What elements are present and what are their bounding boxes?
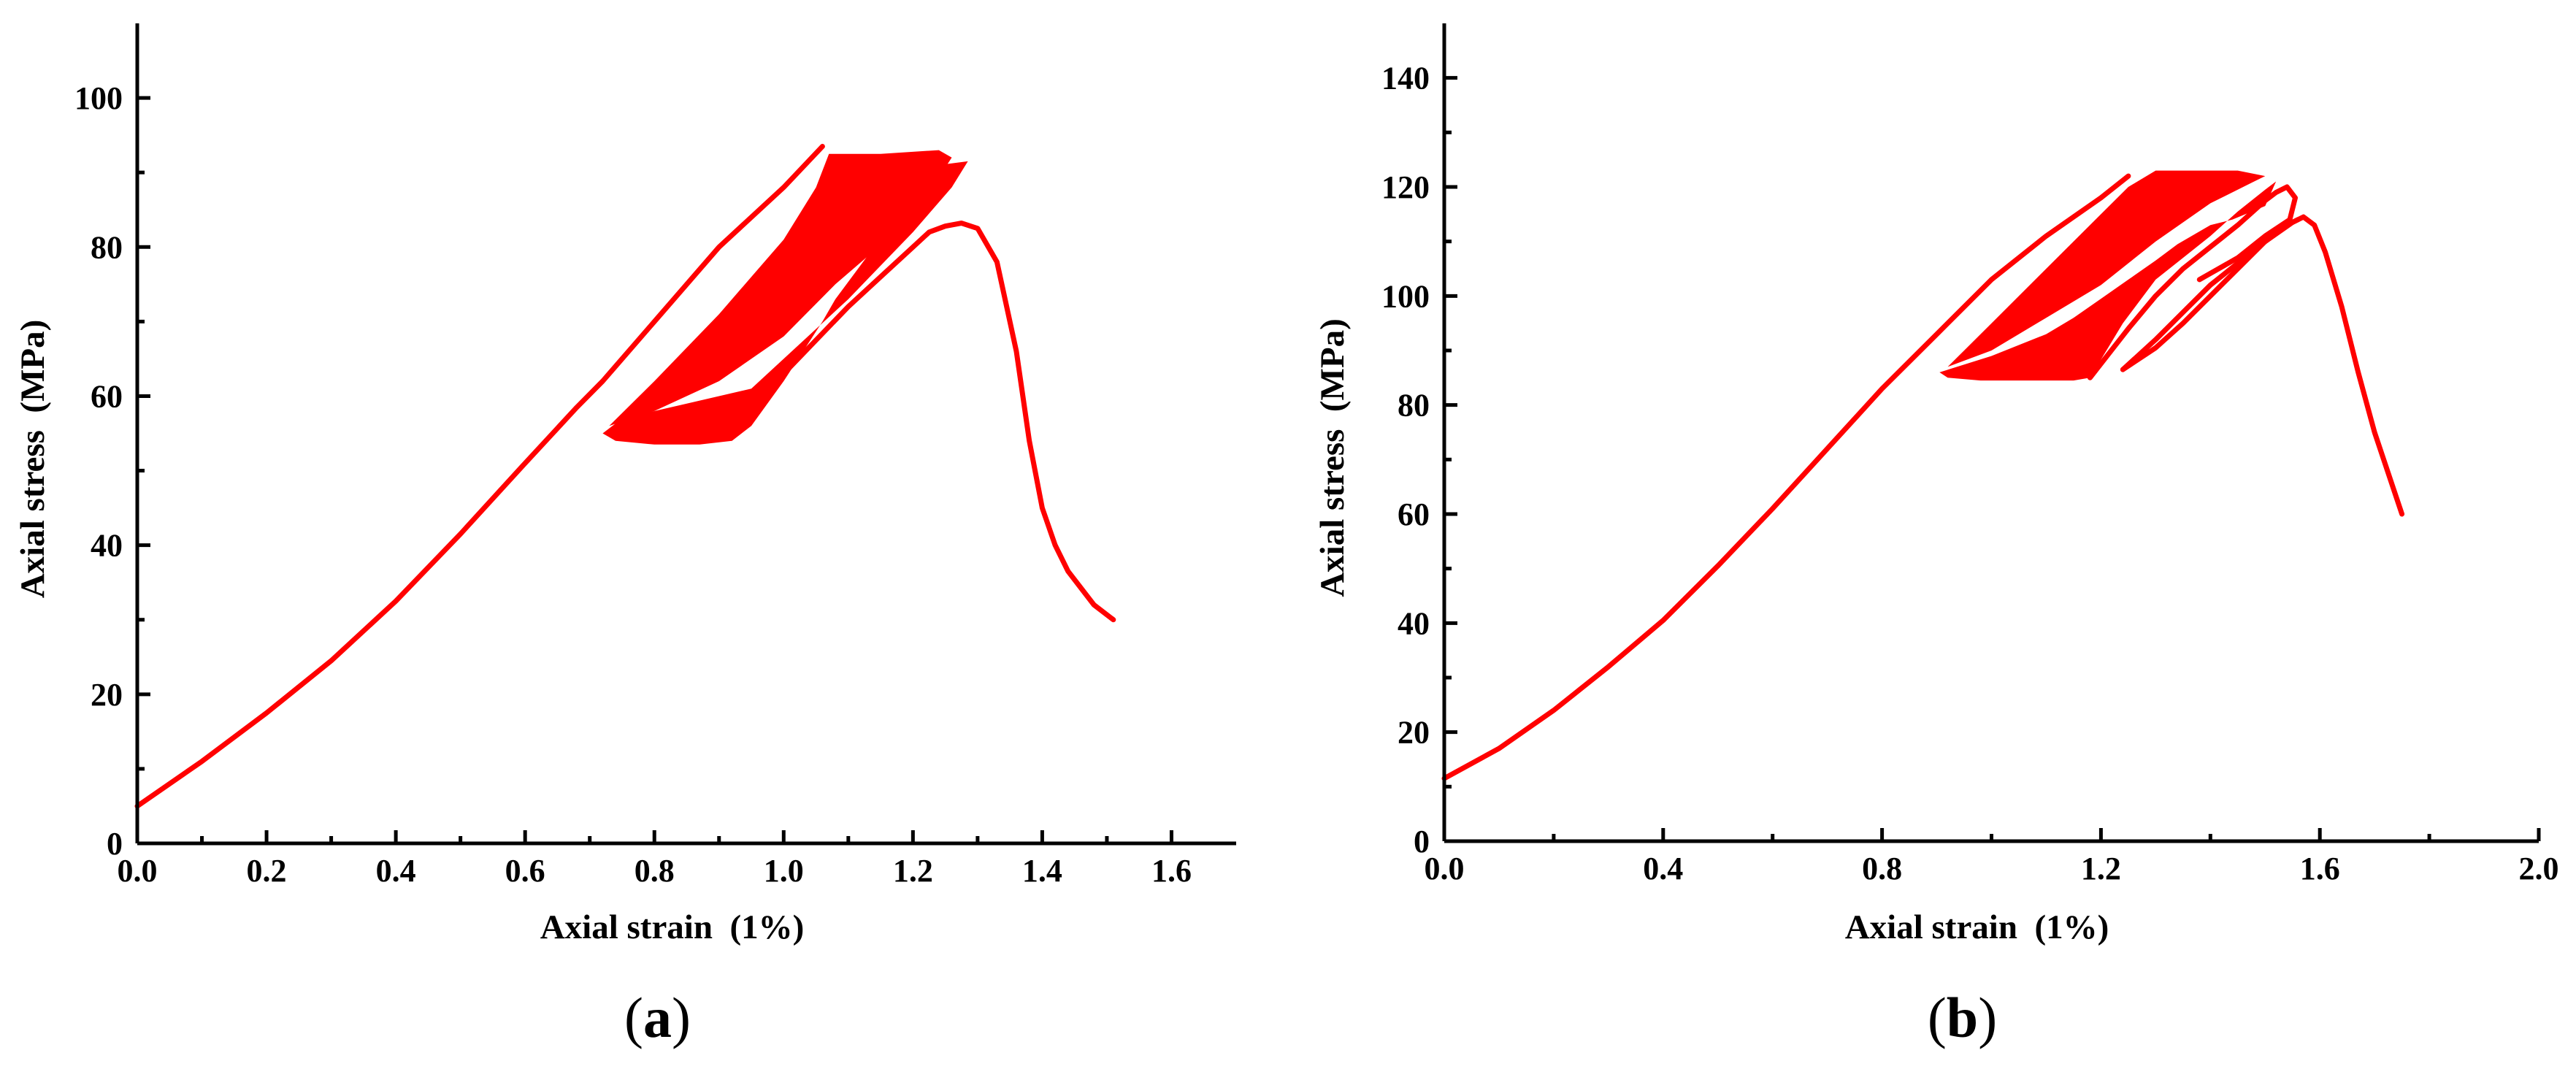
post-peak-curve-5	[2120, 214, 2405, 517]
x-tick-label: 1.6	[1151, 853, 1192, 889]
x-tick-label: 0.0	[1425, 851, 1465, 886]
y-tick-label: 100	[1381, 278, 1430, 314]
y-tick-label: 0	[107, 826, 123, 862]
chart-a: 0.0 0.2 0.4 0.6 0.8 1.0 1.2 1.4 1.6 0 20 40 60 80 100 A…	[14, 23, 1236, 1049]
panel-label: (b)	[1928, 986, 1997, 1049]
panel-label: (a)	[624, 986, 691, 1049]
series-group	[1441, 170, 2405, 781]
y-tick-label: 80	[1398, 388, 1430, 424]
panel-label-open: (	[1928, 986, 1947, 1049]
panel-label-letter: a	[643, 986, 672, 1049]
x-tick-label: 1.0	[764, 853, 804, 889]
y-axis-title: Axial stress (MPa)	[1314, 318, 1352, 597]
cyclic-band-2	[609, 150, 952, 426]
panel-label-close: )	[672, 986, 691, 1049]
panel-label-letter: b	[1947, 986, 1978, 1049]
y-tick-label: 40	[91, 528, 123, 564]
panel-label-close: )	[1978, 986, 1997, 1049]
x-axis-title: Axial strain (1%)	[540, 908, 805, 946]
x-tick-label: 0.0	[118, 853, 158, 889]
y-tick-label: 20	[91, 677, 123, 713]
x-tick-label: 0.4	[1643, 851, 1683, 886]
x-tick-label: 0.6	[505, 853, 545, 889]
y-tick-label: 60	[91, 378, 123, 414]
y-tick-label: 80	[91, 229, 123, 265]
x-tick-label: 0.8	[635, 853, 675, 889]
panel-label-open: (	[624, 986, 643, 1049]
cyclic-band-1	[1939, 181, 2277, 381]
x-tick-label: 1.4	[1022, 853, 1062, 889]
x-tick-label: 0.8	[1862, 851, 1902, 886]
y-tick-label: 120	[1381, 169, 1430, 205]
x-tick-label: 2.0	[2519, 851, 2559, 886]
x-tick-label: 1.6	[2300, 851, 2340, 886]
loop-3	[2087, 184, 2298, 380]
y-tick-label: 20	[1398, 715, 1430, 751]
y-tick-label: 60	[1398, 497, 1430, 532]
loading-curve-0	[1441, 173, 2131, 781]
cyclic-band-2	[1947, 170, 2266, 367]
x-axis-title: Axial strain (1%)	[1845, 908, 2109, 946]
y-tick-label: 140	[1381, 61, 1430, 96]
x-tick-label: 0.2	[247, 853, 287, 889]
cyclic-band-1	[602, 161, 968, 445]
y-tick-label: 100	[74, 80, 123, 116]
x-tick-label: 0.4	[376, 853, 416, 889]
loading-curve-0	[134, 144, 825, 809]
post-peak-curve-3	[716, 221, 1116, 623]
y-tick-label: 40	[1398, 605, 1430, 641]
x-tick-label: 1.2	[893, 853, 933, 889]
x-tick-label: 1.2	[2081, 851, 2121, 886]
y-tick-label: 0	[1414, 824, 1430, 859]
y-axis-title: Axial stress (MPa)	[14, 320, 52, 599]
chart-b: 0.0 0.4 0.8 1.2 1.6 2.0 0 20 40 60 80 100 120 140 Axia…	[1314, 23, 2559, 1049]
series-group	[134, 144, 1116, 809]
